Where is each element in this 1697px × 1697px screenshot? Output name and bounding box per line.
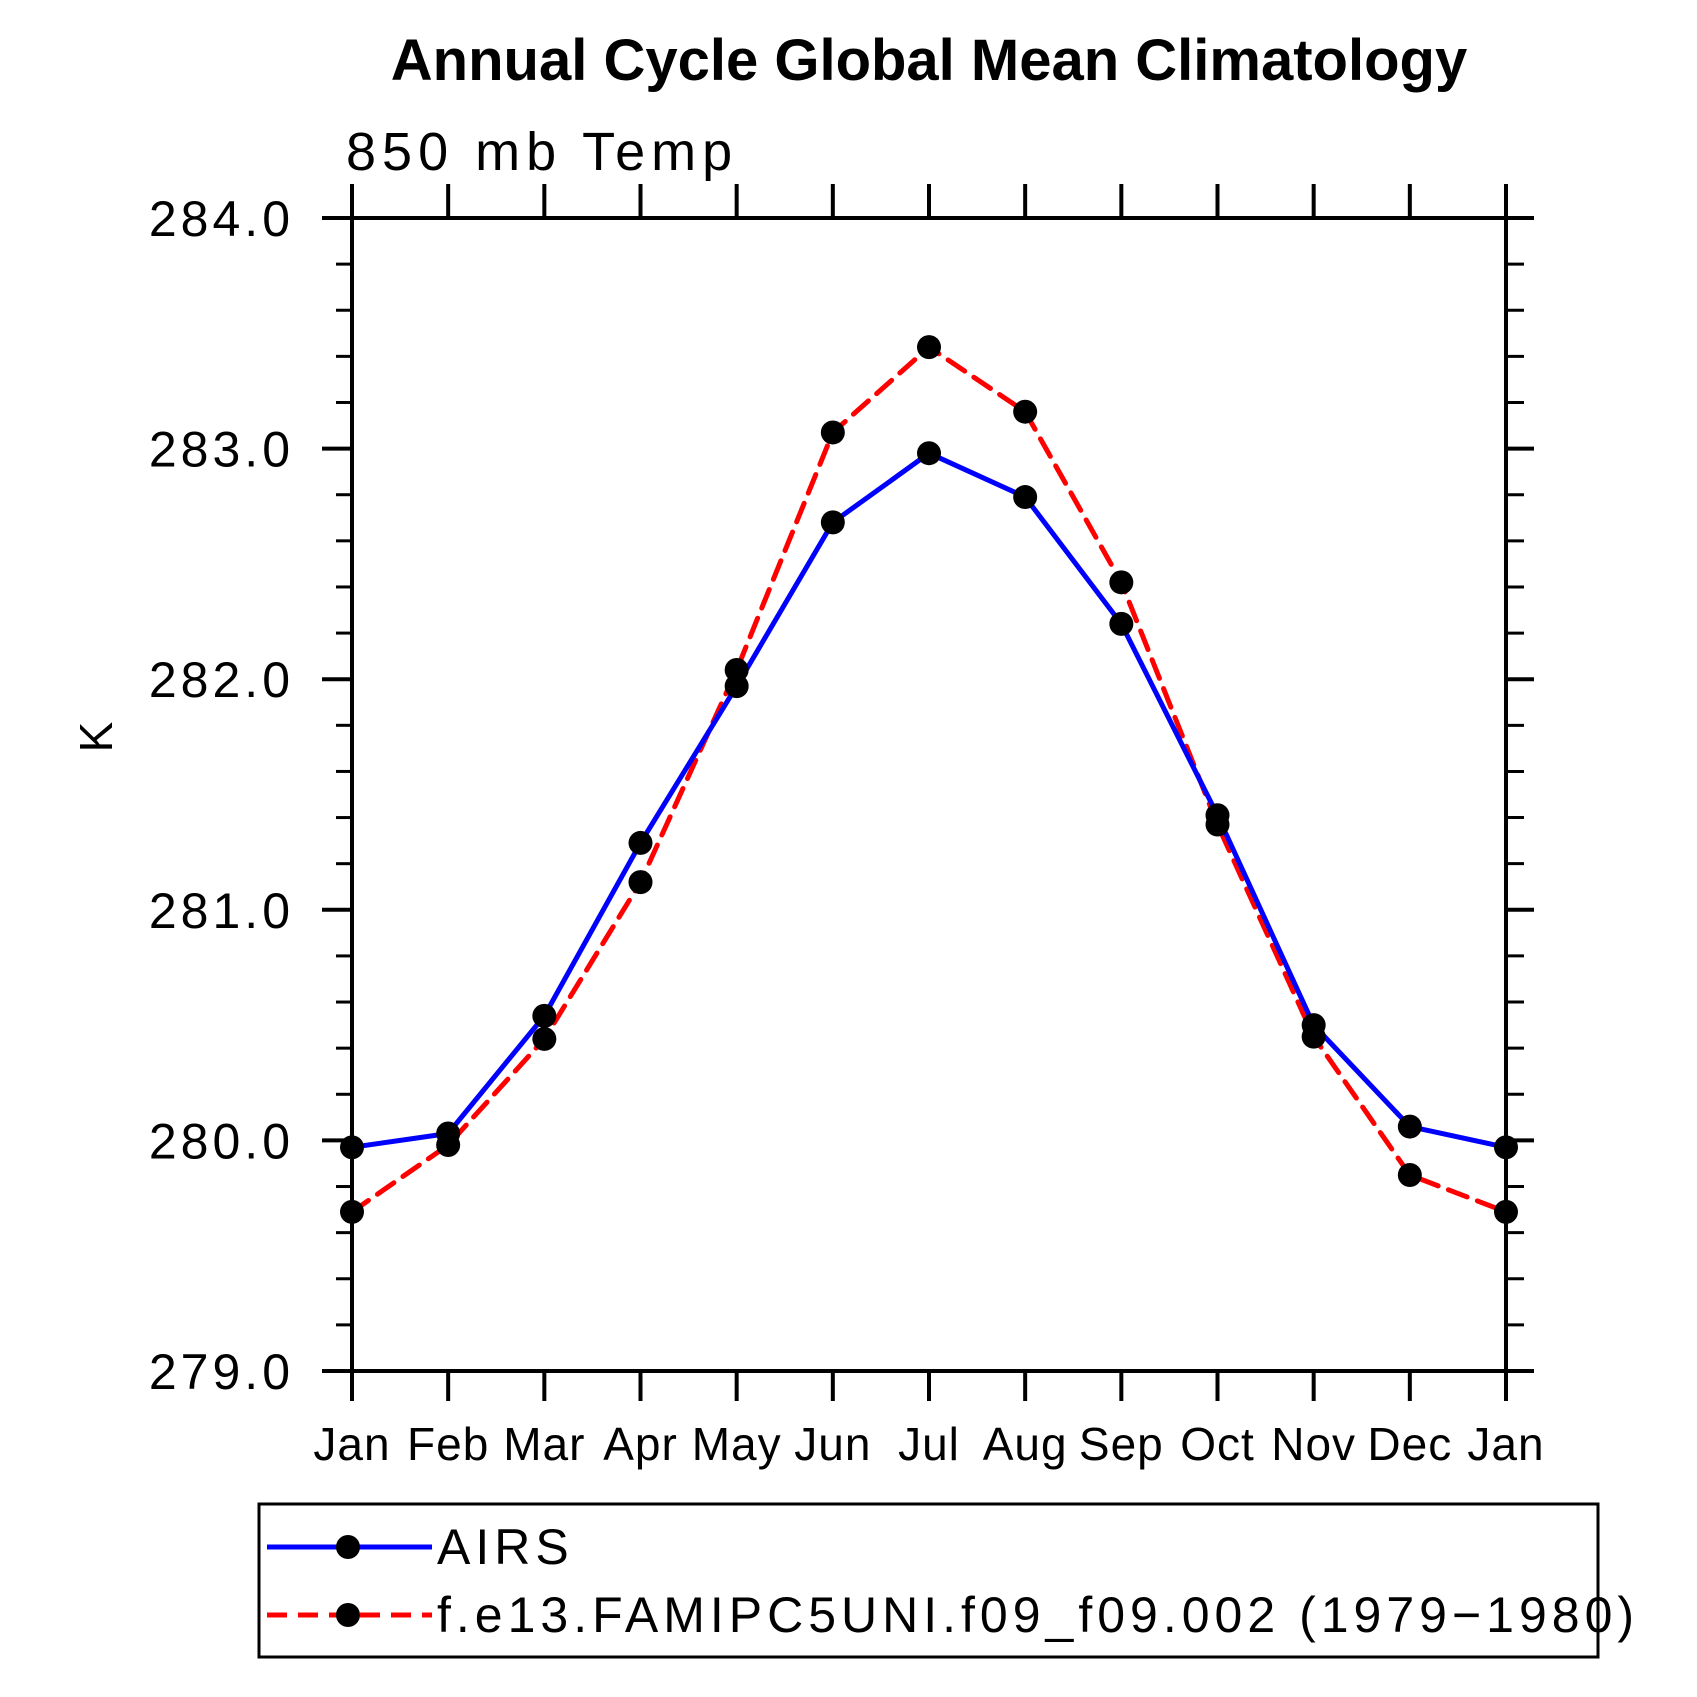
model-data-point-marker — [1494, 1199, 1518, 1224]
x-tick-label: Apr — [603, 1418, 678, 1470]
data-point-markers — [340, 335, 1518, 1224]
x-tick-label: Oct — [1180, 1418, 1255, 1470]
model-data-point-marker — [436, 1133, 461, 1158]
model-data-point-marker — [1109, 570, 1134, 595]
legend: AIRS f.e13.FAMIPC5UNI.f09_f09.002 (1979−… — [257, 1502, 1639, 1659]
airs-series-line — [349, 450, 1509, 1150]
x-tick-label: Aug — [983, 1418, 1068, 1470]
x-tick-label: Sep — [1079, 1418, 1164, 1470]
chart-subtitle: 850 mb Temp — [346, 122, 738, 182]
airs-data-point-marker — [1013, 485, 1038, 510]
x-tick-label: Jul — [898, 1418, 960, 1470]
model-data-point-marker — [1205, 812, 1230, 837]
y-tick-label: 280.0 — [149, 1113, 294, 1169]
model-data-point-marker — [820, 420, 845, 445]
airs-data-point-marker — [628, 830, 653, 855]
x-tick-label: Jun — [794, 1418, 871, 1470]
y-tick-label: 284.0 — [149, 191, 294, 247]
series-lines — [349, 344, 1509, 1215]
airs-data-point-marker — [1397, 1114, 1422, 1139]
legend-model-marker — [336, 1603, 360, 1627]
airs-data-point-marker — [340, 1135, 364, 1160]
x-tick-label: Mar — [503, 1418, 585, 1470]
model-data-point-marker — [532, 1026, 557, 1051]
model-data-point-marker — [340, 1199, 364, 1224]
x-tick-label: Nov — [1271, 1418, 1356, 1470]
model-data-point-marker — [724, 657, 749, 682]
y-axis-label: K — [70, 720, 122, 753]
x-tick-label: Jan — [1467, 1418, 1544, 1470]
y-tick-label: 282.0 — [149, 652, 294, 708]
model-data-point-marker — [1013, 399, 1038, 424]
chart-title: Annual Cycle Global Mean Climatology — [391, 28, 1467, 93]
airs-data-point-marker — [1494, 1135, 1518, 1160]
airs-data-point-marker — [532, 1003, 557, 1028]
model-data-point-marker — [628, 870, 653, 895]
x-tick-label: May — [692, 1418, 782, 1470]
model-data-point-marker — [917, 335, 941, 360]
legend-airs-label: AIRS — [437, 1519, 574, 1575]
y-tick-label: 283.0 — [149, 422, 294, 478]
airs-data-point-marker — [917, 441, 941, 466]
tick-labels: 284.0 283.0 282.0 281.0 280.0 279.0 Jan Feb Mar A… — [149, 191, 1544, 1470]
x-tick-label: Dec — [1367, 1418, 1452, 1470]
legend-airs-marker — [336, 1535, 360, 1559]
y-tick-label: 279.0 — [149, 1344, 294, 1400]
axes — [322, 184, 1534, 1401]
airs-data-point-marker — [1109, 611, 1134, 636]
x-tick-label: Jan — [313, 1418, 390, 1470]
x-tick-label: Feb — [407, 1418, 489, 1470]
y-tick-label: 281.0 — [149, 883, 294, 939]
airs-data-point-marker — [820, 510, 845, 535]
legend-box — [257, 1502, 1600, 1659]
model-data-point-marker — [1301, 1024, 1326, 1049]
plot-frame — [350, 216, 1508, 1373]
model-series-line — [349, 344, 1509, 1215]
model-data-point-marker — [1397, 1162, 1422, 1187]
legend-model-label: f.e13.FAMIPC5UNI.f09_f09.002 (1979−1980) — [437, 1587, 1639, 1643]
